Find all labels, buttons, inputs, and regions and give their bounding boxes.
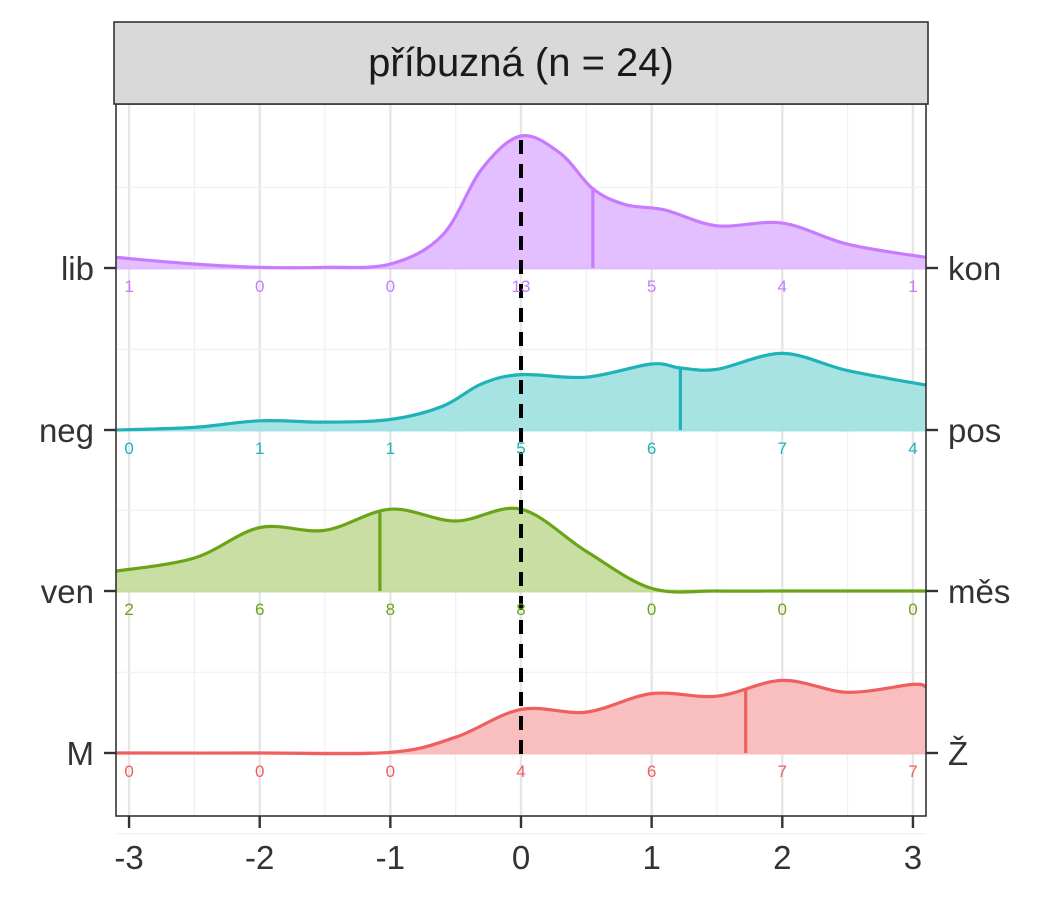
y-label-right: pos	[948, 412, 1001, 449]
count-label: 0	[386, 277, 395, 296]
count-label: 7	[778, 762, 787, 781]
strip-background	[113, 21, 929, 105]
strip-title: příbuzná (n = 24)	[368, 41, 674, 85]
x-tick-label: 1	[642, 839, 660, 876]
count-label: 0	[778, 600, 787, 619]
ridge-line-M	[115, 678, 927, 756]
count-label: 4	[778, 277, 787, 296]
x-tick-label: -2	[245, 839, 274, 876]
axes: lib kon neg pos ven měs M Ž -3 -2 -1 0 1 2 3	[39, 250, 1010, 876]
count-label: 2	[124, 600, 133, 619]
count-label: 0	[647, 600, 656, 619]
count-label: 0	[124, 439, 133, 458]
count-label: 6	[647, 762, 656, 781]
count-labels: 1 0 0 13 5 4 1 0 1 1 5 6 7 4 2 6 8 8 0 0 0 0 0 0 4 6 7 7	[124, 277, 917, 781]
count-label: 0	[386, 762, 395, 781]
count-label: 13	[512, 277, 531, 296]
count-label: 6	[255, 600, 264, 619]
y-label-right: Ž	[948, 735, 968, 772]
count-label: 1	[124, 277, 133, 296]
ridge-line-neg	[115, 351, 927, 432]
count-label: 5	[516, 439, 525, 458]
x-tick-label: 3	[904, 839, 922, 876]
y-label-left: lib	[61, 250, 94, 287]
x-tick-label: 2	[773, 839, 791, 876]
count-label: 8	[516, 600, 525, 619]
y-label-left: ven	[41, 573, 94, 610]
y-label-left: M	[67, 735, 95, 772]
count-label: 8	[386, 600, 395, 619]
x-tick-label: -3	[114, 839, 143, 876]
count-label: 0	[124, 762, 133, 781]
count-label: 0	[255, 277, 264, 296]
count-label: 7	[778, 439, 787, 458]
count-label: 4	[516, 762, 525, 781]
y-label-left: neg	[39, 412, 94, 449]
y-label-right: měs	[948, 573, 1010, 610]
count-label: 4	[908, 439, 917, 458]
count-label: 1	[386, 439, 395, 458]
y-label-right: kon	[948, 250, 1001, 287]
count-label: 0	[908, 600, 917, 619]
count-label: 1	[255, 439, 264, 458]
count-label: 6	[647, 439, 656, 458]
count-label: 0	[255, 762, 264, 781]
x-tick-label: 0	[512, 839, 530, 876]
count-label: 5	[647, 277, 656, 296]
count-label: 1	[908, 277, 917, 296]
count-label: 7	[908, 762, 917, 781]
ridge-line-lib	[115, 134, 927, 270]
x-tick-label: -1	[376, 839, 405, 876]
